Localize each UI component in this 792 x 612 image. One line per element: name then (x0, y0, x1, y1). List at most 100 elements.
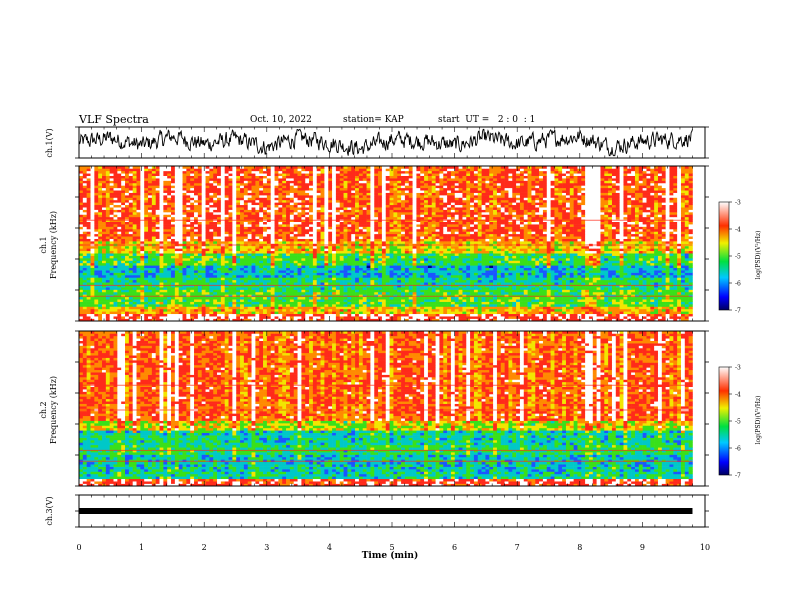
ch1-spectrogram-cell (611, 289, 617, 293)
ch1-spectrogram-cell (554, 279, 559, 283)
ch1-spectrogram-cell (688, 299, 693, 302)
ch1-spectrogram-cell (631, 284, 636, 288)
ch1-spectrogram-cell (473, 313, 479, 317)
ch1-spectrogram-cell (86, 306, 91, 310)
ch1-spectrogram-cell (90, 318, 95, 322)
ch1-spectrogram-cell (148, 308, 153, 312)
ch1-spectrogram-cell (140, 299, 145, 302)
ch1-spectrogram-cell (638, 274, 643, 278)
ch1-spectrogram-cell (343, 272, 348, 276)
ch1-spectrogram-cell (631, 318, 636, 322)
ch1-spectrogram-cell (220, 311, 225, 315)
ch1-spectrogram-cell (642, 253, 647, 256)
ch1-spectrogram-cell (615, 316, 620, 319)
ch1-spectrogram-cell (94, 291, 99, 295)
ch1-spectrogram-cell (347, 255, 352, 259)
ch1-spectrogram-cell (255, 255, 260, 259)
ch1-spectrogram-cell (420, 248, 425, 252)
ch1-spectrogram-cell (335, 296, 341, 300)
ch1-spectrogram-cell (546, 279, 551, 283)
ch1-spectrogram-cell (397, 316, 402, 319)
ch1-spectrogram-cell (378, 258, 383, 261)
ch1-spectrogram-cell (623, 308, 628, 312)
ch1-spectrogram-cell (677, 265, 682, 269)
ch1-spectrogram-cell (286, 270, 291, 273)
ch1-spectrogram-cell (320, 287, 325, 290)
ch1-spectrogram-cell (174, 282, 179, 285)
ch1-spectrogram-cell (623, 265, 628, 269)
ch1-spectrogram-cell (558, 277, 563, 281)
ch1-spectrogram-cell (125, 308, 130, 312)
ch1-spectrogram-cell (619, 253, 624, 256)
ch1-spectrogram-cell (351, 306, 356, 310)
ch1-spectrogram-cell (642, 296, 647, 300)
ch1-spectrogram-cell (389, 250, 394, 254)
ch1-spectrogram-cell (282, 255, 287, 259)
ch1-spectrogram-cell (293, 299, 298, 302)
ch1-spectrogram-cell (144, 258, 149, 261)
ch1-spectrogram-cell (577, 250, 582, 254)
ch1-spectrogram-cell (454, 318, 459, 322)
ch1-spectrogram-cell (266, 313, 272, 317)
ch1-spectrogram-cell (657, 304, 663, 307)
ch1-spectrogram-cell (113, 245, 118, 249)
ch1-spectrogram-cell (508, 262, 513, 266)
ch1-spectrogram-cell (646, 258, 651, 261)
ch1-spectrogram-cell (381, 308, 387, 312)
ch1-spectrogram-cell (171, 289, 176, 293)
ch1-spectrogram-cell (220, 265, 225, 269)
ch1-spectrogram-cell (140, 265, 145, 269)
ch1-spectrogram-cell (159, 245, 164, 249)
ch1-spectrogram-cell (435, 274, 440, 278)
ch1-spectrogram-cell (236, 313, 241, 317)
ch1-spectrogram-cell (439, 301, 444, 305)
ch1-spectrogram-cell (585, 306, 590, 310)
ch1-spectrogram-cell (585, 289, 590, 293)
ch1-spectrogram-cell (381, 260, 387, 264)
ch1-spectrogram-cell (305, 253, 310, 256)
ch1-spectrogram-cell (477, 277, 482, 281)
ch1-spectrogram-cell (243, 274, 248, 278)
ch1-spectrogram-cell (366, 248, 371, 252)
ch1-spectrogram-cell (638, 304, 643, 307)
ch1-spectrogram-cell (228, 255, 233, 259)
ch1-spectrogram-cell (623, 250, 628, 254)
ch1-spectrogram-cell (94, 301, 99, 305)
ch1-spectrogram-cell (186, 279, 191, 283)
ch1-spectrogram-cell (144, 265, 149, 269)
ch1-spectrogram-cell (240, 308, 245, 312)
ch1-spectrogram-cell (136, 282, 141, 285)
ch1-spectrogram-cell (416, 284, 421, 288)
ch1-spectrogram-cell (266, 299, 272, 302)
ch1-spectrogram-cell (404, 255, 410, 259)
ch1-spectrogram-cell (535, 296, 540, 300)
ch1-spectrogram-cell (435, 304, 440, 307)
ch1-spectrogram-cell (634, 304, 640, 307)
ch1-spectrogram-cell (144, 284, 149, 288)
ch1-spectrogram-cell (163, 258, 168, 261)
ch1-spectrogram-cell (642, 270, 647, 273)
ch1-spectrogram-cell (309, 265, 314, 269)
ch1-spectrogram-cell (585, 265, 590, 269)
ch1-spectrogram-cell (385, 282, 390, 285)
ch1-spectrogram-cell (504, 274, 509, 278)
ch1-spectrogram-cell (228, 306, 233, 310)
ch1-spectrogram-cell (217, 279, 222, 283)
ch1-spectrogram-cell (485, 282, 490, 285)
ch1-spectrogram-cell (347, 308, 352, 312)
ch1-spectrogram-cell (516, 248, 521, 252)
ch1-spectrogram-cell (416, 316, 421, 319)
ch1-spectrogram-cell (286, 306, 291, 310)
ch1-spectrogram-cell (389, 265, 394, 269)
ch1-spectrogram-cell (542, 311, 548, 315)
ch1-spectrogram-cell (604, 274, 609, 278)
ch1-spectrogram-cell (424, 260, 429, 264)
ch1-spectrogram-cell (450, 260, 456, 264)
ch1-spectrogram-cell (485, 270, 490, 273)
ch1-spectrogram-cell (473, 289, 479, 293)
ch1-spectrogram-cell (174, 258, 179, 261)
ch1-spectrogram-cell (293, 304, 298, 307)
ch1-spectrogram-cell (665, 253, 670, 256)
ch1-spectrogram-cell (343, 262, 348, 266)
ch1-spectrogram-cell (581, 301, 586, 305)
